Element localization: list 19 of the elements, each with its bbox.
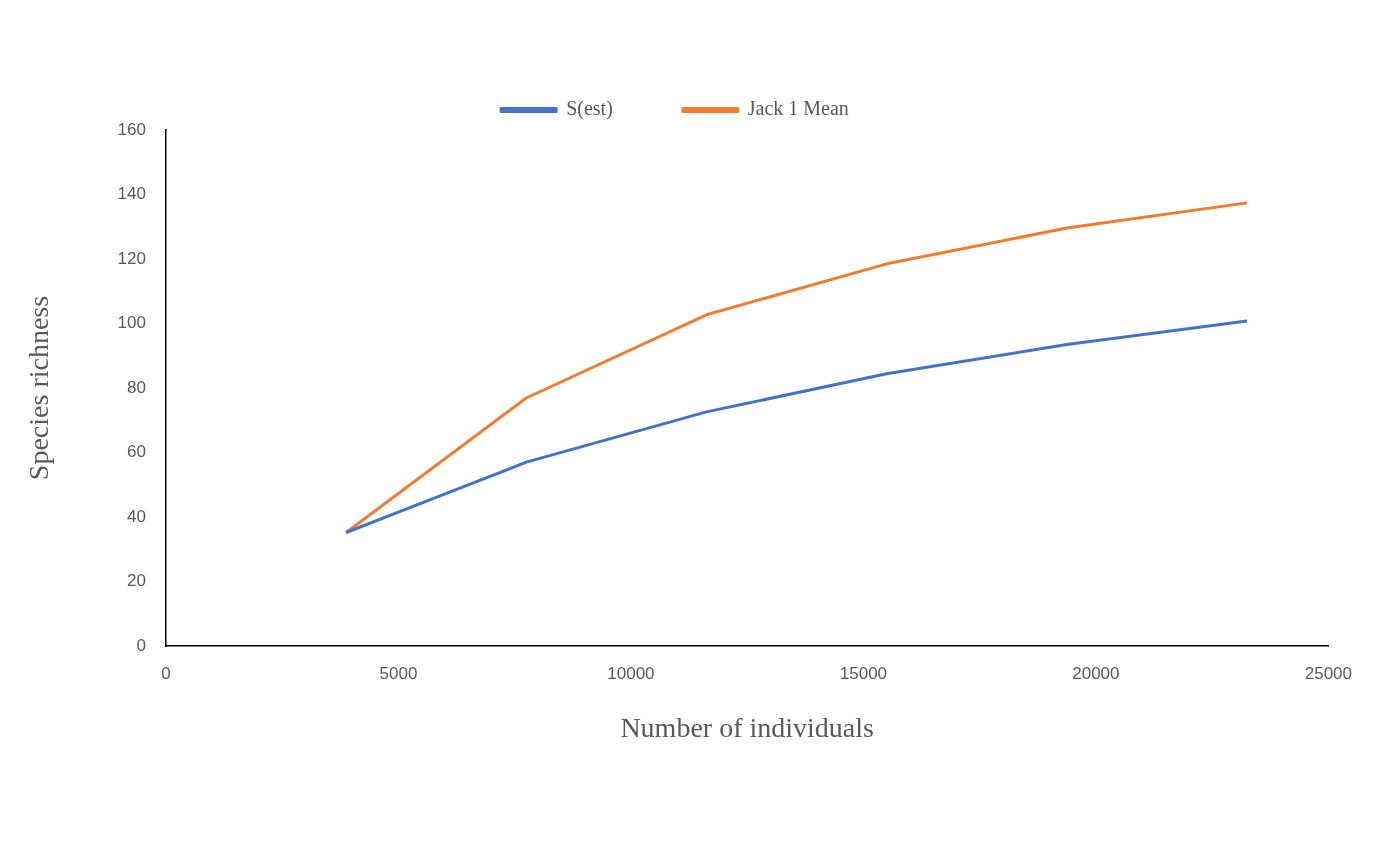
y-tick-label: 140	[117, 184, 146, 204]
legend-label: Jack 1 Mean	[747, 97, 849, 120]
y-tick-label: 60	[127, 442, 146, 462]
x-tick-label: 15000	[839, 663, 888, 683]
y-tick-label: 20	[127, 571, 146, 591]
y-axis-title: Species richness	[23, 295, 55, 481]
y-tick-label: 40	[127, 506, 146, 526]
x-tick-label: 20000	[1072, 663, 1120, 683]
x-tick-label: 25000	[1304, 663, 1352, 683]
legend-label: S(est)	[566, 97, 613, 121]
y-tick-label: 100	[117, 313, 146, 333]
x-tick-label: 5000	[379, 663, 418, 683]
y-tick-label: 0	[136, 635, 146, 655]
x-tick-label: 10000	[607, 663, 655, 683]
x-axis-title: Number of individuals	[620, 711, 874, 743]
y-tick-label: 80	[127, 377, 146, 397]
y-tick-label: 120	[117, 248, 146, 268]
y-tick-label: 160	[117, 119, 146, 139]
x-tick-label: 0	[161, 663, 171, 683]
